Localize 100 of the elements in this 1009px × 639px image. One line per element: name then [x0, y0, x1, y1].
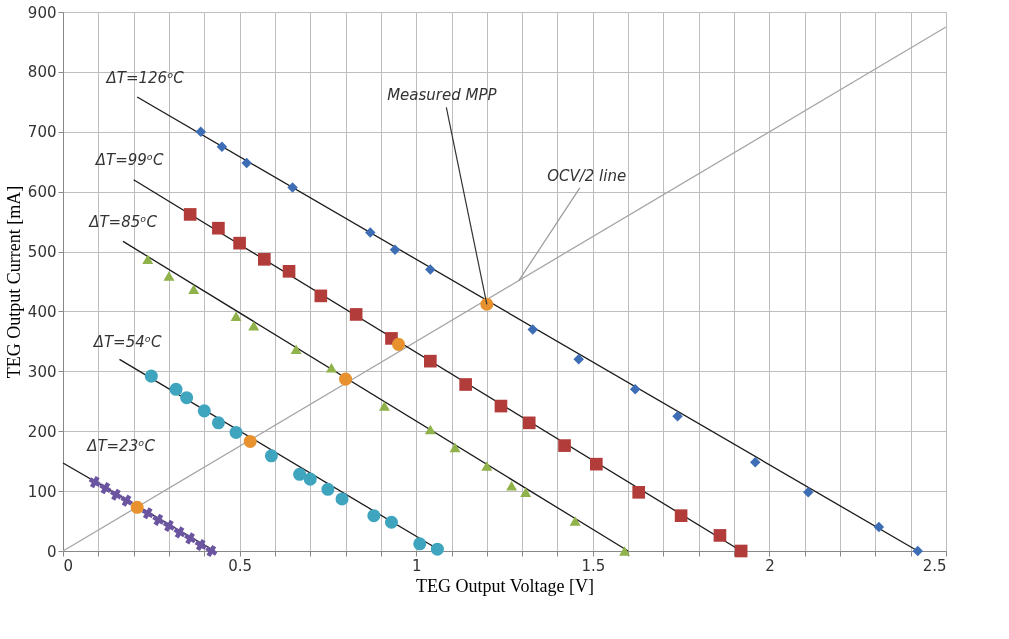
point — [430, 542, 444, 556]
point — [480, 297, 494, 311]
point — [241, 157, 252, 169]
point — [873, 521, 885, 533]
annotation: ΔT=23ᵒC — [86, 436, 156, 455]
point — [163, 271, 175, 281]
y-tick-label: 0 — [46, 542, 57, 561]
y-tick-label: 400 — [27, 302, 57, 321]
point — [750, 457, 761, 468]
point — [229, 425, 243, 439]
point — [88, 476, 101, 489]
point — [325, 363, 337, 373]
point — [173, 526, 186, 539]
point — [141, 507, 154, 520]
point — [672, 411, 683, 422]
point — [425, 264, 436, 275]
point — [130, 500, 144, 514]
point — [522, 416, 536, 430]
point — [349, 308, 363, 321]
y-tick-label: 300 — [27, 362, 57, 381]
point — [162, 519, 176, 532]
point — [243, 434, 257, 448]
point — [674, 509, 688, 522]
point — [248, 321, 260, 331]
point — [282, 264, 296, 278]
point — [230, 311, 242, 321]
point — [211, 416, 225, 430]
point — [734, 544, 748, 558]
annotation: ΔT=54ᵒC — [92, 333, 162, 352]
point — [152, 513, 165, 526]
point — [120, 494, 133, 507]
annotation: OCV/2 line — [547, 166, 627, 185]
point — [803, 487, 814, 498]
point — [424, 424, 436, 435]
point — [629, 384, 641, 395]
point — [183, 208, 197, 221]
point — [424, 354, 437, 368]
point — [99, 482, 112, 495]
point — [590, 457, 603, 471]
point — [109, 488, 123, 501]
x-tick-label: 0.5 — [228, 556, 253, 575]
x-axis-title: TEG Output Voltage [V] — [416, 575, 594, 596]
point — [335, 492, 349, 506]
point — [212, 221, 225, 235]
y-tick-label: 100 — [27, 482, 57, 501]
point — [142, 254, 154, 265]
point — [569, 516, 581, 526]
point — [459, 378, 472, 391]
point — [233, 236, 246, 250]
point — [321, 482, 335, 496]
y-tick-label: 700 — [27, 123, 57, 142]
y-tick-label: 600 — [27, 183, 57, 202]
point — [392, 337, 406, 351]
point — [367, 509, 381, 523]
point — [365, 227, 376, 238]
y-tick-label: 500 — [27, 243, 57, 262]
point — [384, 515, 398, 529]
point — [293, 467, 307, 481]
point — [573, 354, 584, 365]
annotation: ΔT=126ᵒC — [105, 69, 185, 88]
point — [314, 289, 328, 303]
point — [197, 404, 211, 418]
point — [520, 487, 532, 498]
point — [912, 545, 923, 557]
x-tick-label: 0 — [63, 556, 74, 575]
x-tick-label: 1.5 — [581, 556, 606, 575]
y-tick-label: 800 — [27, 63, 57, 82]
point — [184, 532, 197, 545]
point — [339, 372, 353, 386]
point — [290, 344, 302, 354]
point — [169, 382, 183, 396]
point — [378, 401, 390, 411]
annotation: ΔT=85ᵒC — [88, 213, 158, 232]
point — [216, 141, 228, 152]
point — [527, 324, 538, 335]
y-tick-label: 200 — [27, 422, 57, 441]
point — [619, 546, 631, 556]
x-tick-label: 1 — [411, 556, 422, 575]
point — [180, 391, 194, 405]
point — [558, 439, 571, 452]
point — [194, 538, 207, 552]
point — [494, 399, 508, 413]
point — [195, 126, 206, 138]
point — [188, 284, 200, 295]
point — [713, 529, 727, 542]
y-tick-label: 900 — [27, 3, 57, 22]
point — [144, 369, 158, 383]
point — [389, 244, 401, 255]
point — [481, 461, 493, 471]
annotation: ΔT=99ᵒC — [94, 150, 165, 169]
point — [258, 253, 271, 266]
annotation: Measured MPP — [387, 86, 498, 105]
x-tick-label: 2 — [765, 556, 775, 575]
point — [205, 544, 218, 558]
point — [632, 485, 646, 499]
x-tick-label: 2.5 — [922, 556, 947, 575]
point — [264, 449, 278, 463]
point — [303, 472, 317, 486]
point — [413, 537, 427, 551]
point — [449, 442, 461, 453]
